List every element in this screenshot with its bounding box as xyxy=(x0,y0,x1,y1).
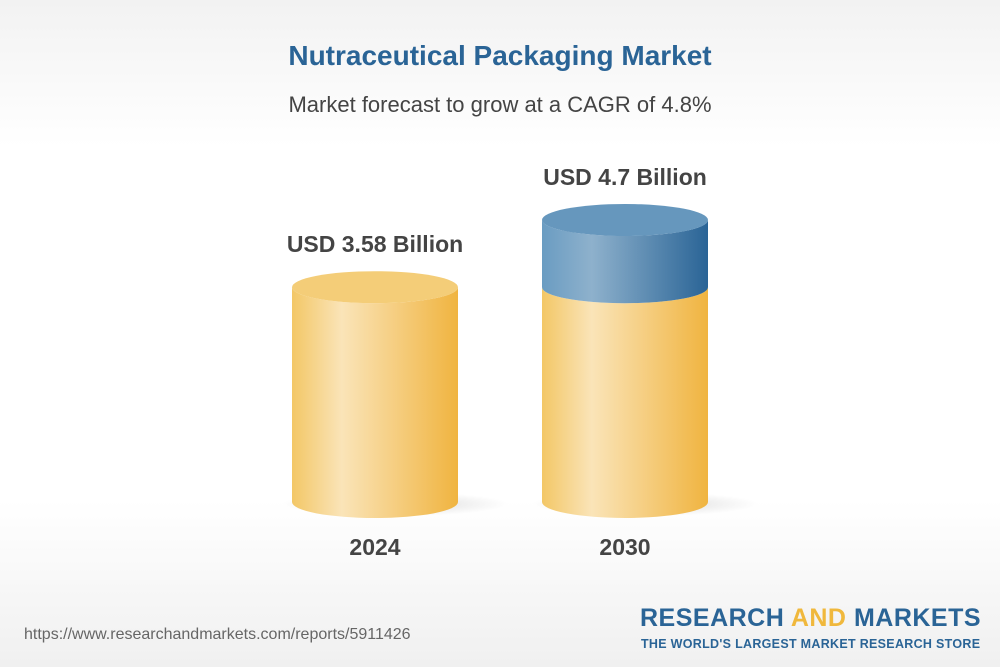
source-url[interactable]: https://www.researchandmarkets.com/repor… xyxy=(24,626,411,643)
logo-and: AND xyxy=(790,604,847,632)
bar-top-2030 xyxy=(542,204,708,236)
bar-growth-2030 xyxy=(542,220,708,304)
logo-tagline: THE WORLD'S LARGEST MARKET RESEARCH STOR… xyxy=(641,637,981,651)
bar-top-2024 xyxy=(292,271,458,304)
bar-base-2024 xyxy=(292,287,458,518)
data-label: USD 4.7 Billion xyxy=(543,164,707,190)
logo: RESEARCH AND MARKETS xyxy=(640,604,981,633)
data-label: USD 3.58 Billion xyxy=(287,231,463,257)
chart-subtitle: Market forecast to grow at a CAGR of 4.8… xyxy=(288,92,712,117)
logo-text: RESEARCH xyxy=(640,604,791,632)
chart-title: Nutraceutical Packaging Market xyxy=(288,40,712,71)
logo-text-2: MARKETS xyxy=(846,604,982,632)
bar-base-2030 xyxy=(542,287,708,518)
category-label: 2030 xyxy=(599,534,650,560)
category-label: 2024 xyxy=(349,534,400,560)
